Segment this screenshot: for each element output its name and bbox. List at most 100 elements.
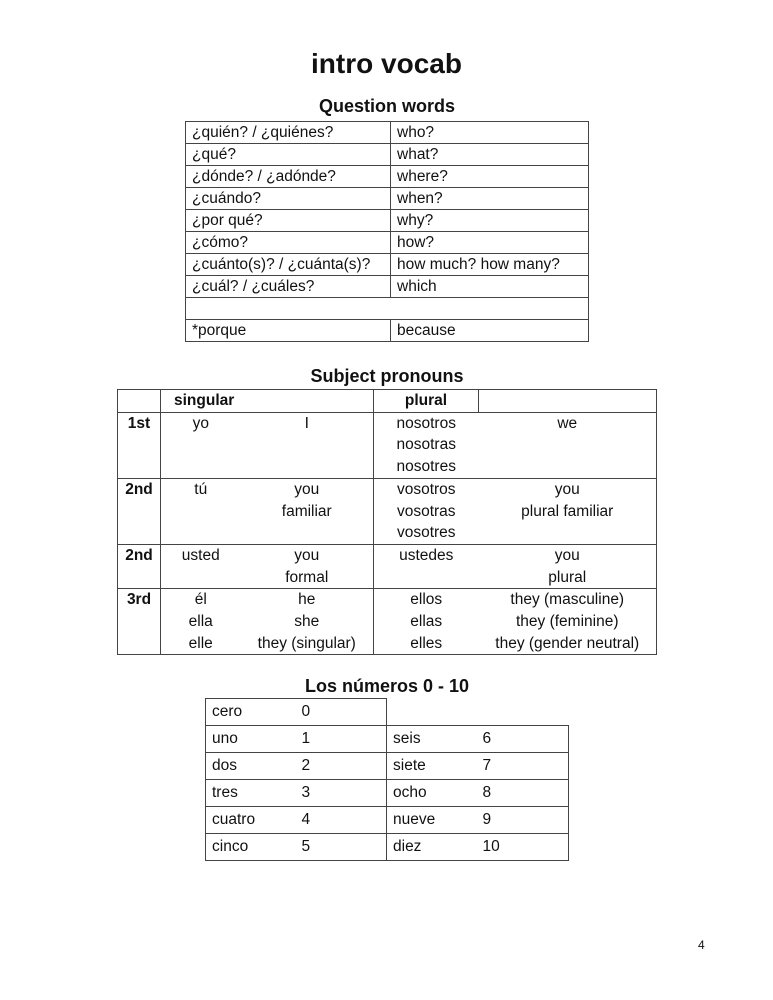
plural-meaning: plural familiar — [521, 502, 614, 520]
pronoun-row: 3rd él ella elle he she they (singular) ellos el… — [117, 588, 657, 656]
plural-meaning: plural — [548, 568, 587, 586]
question-row: ¿cuánto(s)? / ¿cuánta(s)? how much? how m… — [185, 253, 589, 276]
page-title: intro vocab — [311, 48, 462, 79]
plural-meaning: they (gender neutral) — [495, 634, 640, 652]
pronoun-row: 2nd tú you familiar vosotros vosotras vosotres… — [117, 477, 657, 545]
plural-meaning: they (feminine) — [515, 613, 619, 631]
singular-meaning-cell: you formal — [240, 543, 374, 590]
singular-pronoun: usted — [181, 546, 220, 564]
plural-pronoun: nosotres — [396, 458, 456, 476]
english-meaning: who? — [390, 121, 589, 144]
singular-meaning: he — [298, 591, 316, 609]
number-digit: 3 — [295, 779, 387, 807]
number-digit: 2 — [295, 752, 387, 780]
number-word: cuatro — [205, 806, 296, 834]
singular-pronoun-cell: él ella elle — [160, 588, 241, 656]
singular-meaning-cell: I — [240, 411, 374, 479]
spanish-word: ¿qué? — [185, 143, 391, 166]
singular-meaning: formal — [285, 568, 329, 586]
number-digit: 10 — [476, 833, 569, 861]
question-row-extra: *porque because — [185, 319, 589, 342]
english-meaning: what? — [390, 143, 589, 166]
english-meaning: how much? how many? — [390, 253, 589, 276]
number-digit: 6 — [476, 725, 569, 753]
question-words-heading: Question words — [318, 96, 455, 116]
question-row: ¿cuál? / ¿cuáles? which — [185, 275, 589, 298]
number-row: cuatro 4 nueve 9 — [205, 806, 569, 834]
plural-pronoun: vosotres — [396, 524, 456, 542]
singular-pronoun-cell: usted — [160, 543, 241, 590]
number-word: nueve — [386, 806, 477, 834]
plural-pronoun-cell: nosotros nosotras nosotres — [373, 411, 479, 479]
singular-pronoun: tú — [194, 480, 208, 498]
number-word: cero — [205, 698, 296, 726]
pronoun-header-row: singular plural — [117, 389, 657, 413]
plural-pronoun: vosotras — [396, 502, 456, 520]
singular-meaning-cell: he she they (singular) — [240, 588, 374, 656]
plural-pronoun-cell: ellos ellas elles — [373, 588, 479, 656]
singular-meaning: she — [294, 613, 320, 631]
question-row: ¿quién? / ¿quiénes? who? — [185, 121, 589, 144]
spanish-word: ¿dónde? / ¿adónde? — [185, 165, 391, 188]
plural-pronoun: nosotras — [396, 436, 456, 454]
english-meaning: when? — [390, 187, 589, 210]
numbers-heading: Los números 0 - 10 — [304, 676, 470, 696]
question-words-table: ¿quién? / ¿quiénes? who? ¿qué? what? ¿dónde?… — [185, 121, 589, 342]
numbers-table: cero 0 uno 1 seis 6 dos 2 siete 7 tres 3 ocho 8 cuat… — [205, 698, 569, 861]
spanish-word: ¿cuánto(s)? / ¿cuánta(s)? — [185, 253, 391, 276]
person-label: 2nd — [117, 477, 161, 545]
plural-pronoun: elles — [410, 634, 443, 652]
number-digit: 1 — [295, 725, 387, 753]
spanish-word: ¿quién? / ¿quiénes? — [185, 121, 391, 144]
singular-pronoun: yo — [192, 414, 209, 432]
spanish-word: *porque — [185, 319, 391, 342]
number-word: uno — [205, 725, 296, 753]
plural-pronoun: vosotros — [396, 480, 456, 498]
plural-meaning: they (masculine) — [510, 591, 625, 609]
singular-pronoun: ella — [188, 613, 213, 631]
spanish-word: ¿por qué? — [185, 209, 391, 232]
question-row: ¿dónde? / ¿adónde? where? — [185, 165, 589, 188]
number-row: cinco 5 diez 10 — [205, 833, 569, 861]
plural-meaning-cell: they (masculine) they (feminine) they (gen… — [478, 588, 657, 656]
spanish-word: ¿cuál? / ¿cuáles? — [185, 275, 391, 298]
question-row: ¿cuándo? when? — [185, 187, 589, 210]
number-word: siete — [386, 752, 477, 780]
singular-meaning: you — [294, 480, 320, 498]
number-word: seis — [386, 725, 477, 753]
person-label: 1st — [117, 411, 161, 479]
english-meaning: why? — [390, 209, 589, 232]
number-word: cinco — [205, 833, 296, 861]
number-digit: 8 — [476, 779, 569, 807]
plural-header: plural — [373, 389, 479, 413]
english-meaning: because — [390, 319, 589, 342]
spacer-row — [185, 297, 589, 320]
number-digit: 4 — [295, 806, 387, 834]
number-word: tres — [205, 779, 296, 807]
english-meaning: which — [390, 275, 589, 298]
person-label: 2nd — [117, 543, 161, 590]
plural-meaning: we — [557, 414, 578, 432]
plural-meaning: you — [554, 480, 580, 498]
number-row: tres 3 ocho 8 — [205, 779, 569, 807]
number-digit: 5 — [295, 833, 387, 861]
singular-meaning: I — [304, 414, 309, 432]
plural-pronoun: ellos — [410, 591, 443, 609]
plural-meaning-cell: we — [478, 411, 657, 479]
number-row: uno 1 seis 6 — [205, 725, 569, 753]
number-digit: 9 — [476, 806, 569, 834]
english-meaning: where? — [390, 165, 589, 188]
number-digit: 0 — [295, 698, 387, 726]
singular-meaning: familiar — [281, 502, 332, 520]
plural-pronoun: ellas — [410, 613, 443, 631]
subject-pronouns-heading: Subject pronouns — [310, 366, 464, 386]
spanish-word: ¿cómo? — [185, 231, 391, 254]
page-number: 4 — [698, 938, 705, 952]
singular-meaning: you — [294, 546, 320, 564]
singular-meaning: they (singular) — [257, 634, 356, 652]
plural-pronoun: ustedes — [399, 546, 454, 564]
person-label: 3rd — [117, 588, 161, 656]
singular-pronoun: él — [194, 591, 207, 609]
